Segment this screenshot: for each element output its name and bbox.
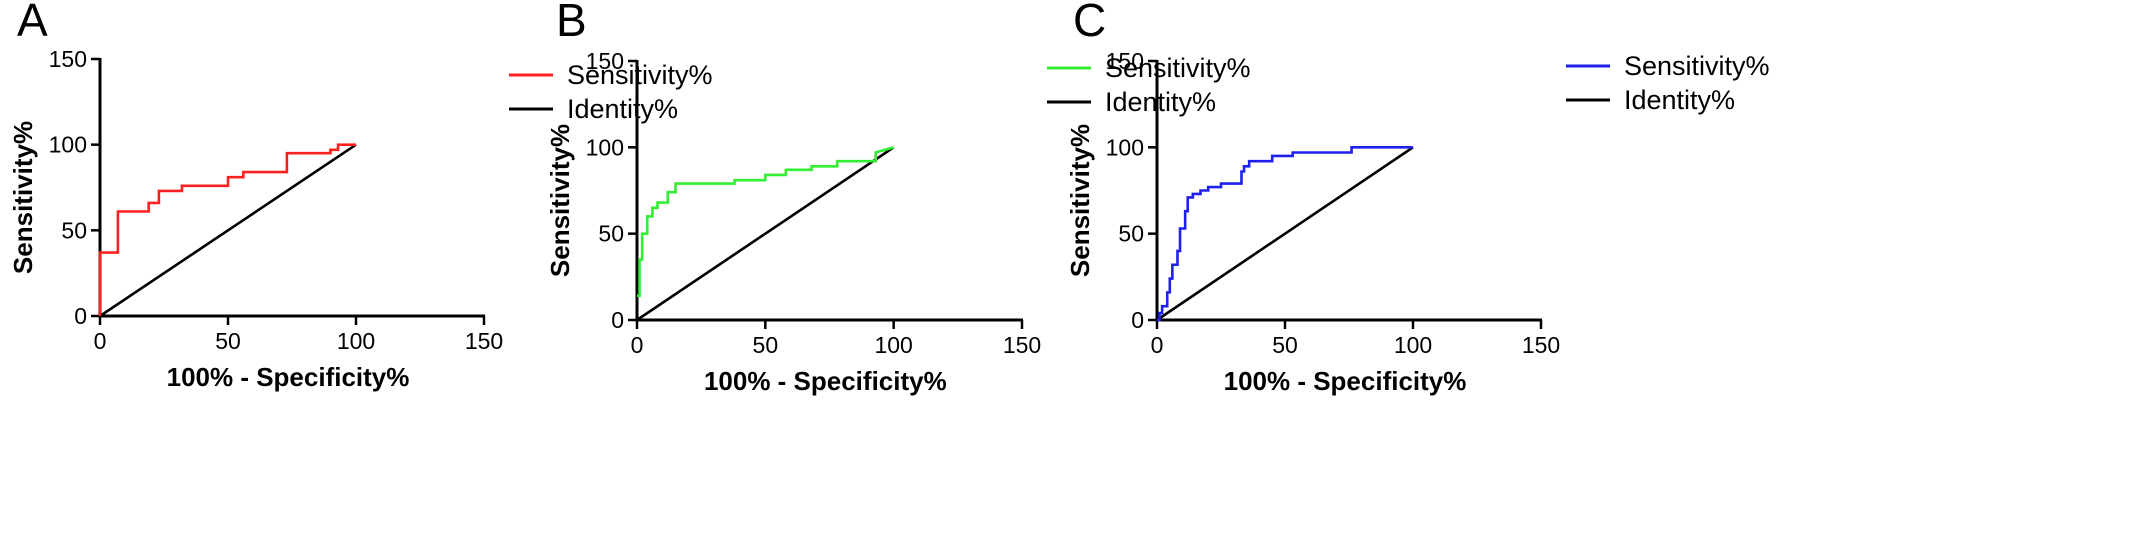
series-line-identity	[99, 143, 357, 318]
y-tick-label: 0	[1131, 307, 1144, 333]
y-tick-label: 0	[611, 307, 624, 333]
legend-label: Sensitivity%	[1105, 53, 1251, 83]
x-tick-label: 100	[874, 332, 912, 358]
panel-letter: C	[1073, 0, 1106, 46]
legend-label: Identity%	[1105, 87, 1216, 117]
x-tick-label: 50	[215, 328, 241, 354]
y-tick-label: 100	[586, 134, 624, 160]
x-tick-label: 150	[465, 328, 503, 354]
legend-label: Identity%	[567, 94, 678, 124]
legend-label: Sensitivity%	[567, 60, 713, 90]
y-axis-title: Sensitivity%	[8, 121, 38, 274]
x-axis-title: 100% - Specificity%	[704, 366, 947, 396]
y-tick-label: 50	[598, 221, 624, 247]
y-tick-label: 50	[1118, 221, 1144, 247]
x-tick-label: 0	[1151, 332, 1164, 358]
series-line-sensitivity	[637, 146, 895, 298]
x-tick-label: 50	[753, 332, 779, 358]
chart-panel-a: A 0 50 100 150 0 50 100 150 100% - Specificity% Se…	[8, 0, 713, 392]
series-line-identity	[636, 146, 895, 322]
x-tick-label: 150	[1003, 332, 1041, 358]
y-tick-label: 150	[586, 48, 624, 74]
x-tick-label: 50	[1272, 332, 1298, 358]
chart-panel-b: B 0 50 100 150 0 50 100 150 100% - Specificity% Se…	[545, 0, 1251, 396]
y-tick-label: 100	[49, 132, 87, 158]
x-axis-title: 100% - Specificity%	[1224, 366, 1467, 396]
x-tick-label: 0	[94, 328, 107, 354]
legend-label: Sensitivity%	[1624, 51, 1770, 81]
x-tick-label: 150	[1522, 332, 1560, 358]
series-line-sensitivity	[98, 143, 356, 316]
y-axis-title: Sensitivity%	[545, 124, 575, 277]
y-tick-label: 50	[61, 217, 87, 243]
series-line-identity	[1156, 146, 1414, 322]
y-tick-label: 150	[49, 46, 87, 72]
y-tick-label: 150	[1106, 48, 1144, 74]
panel-letter: B	[556, 0, 587, 46]
x-tick-label: 100	[337, 328, 375, 354]
x-tick-label: 100	[1394, 332, 1432, 358]
x-tick-label: 0	[631, 332, 644, 358]
y-tick-label: 0	[74, 303, 87, 329]
series-line-sensitivity	[1157, 146, 1413, 322]
y-axis-title: Sensitivity%	[1065, 124, 1095, 277]
x-axis-title: 100% - Specificity%	[167, 362, 410, 392]
legend-label: Identity%	[1624, 85, 1735, 115]
y-tick-label: 100	[1106, 134, 1144, 160]
chart-panel-c: C 0 50 100 150 0 50 100 150 100% - Specificity% Se…	[1065, 0, 1770, 396]
panel-letter: A	[17, 0, 48, 46]
